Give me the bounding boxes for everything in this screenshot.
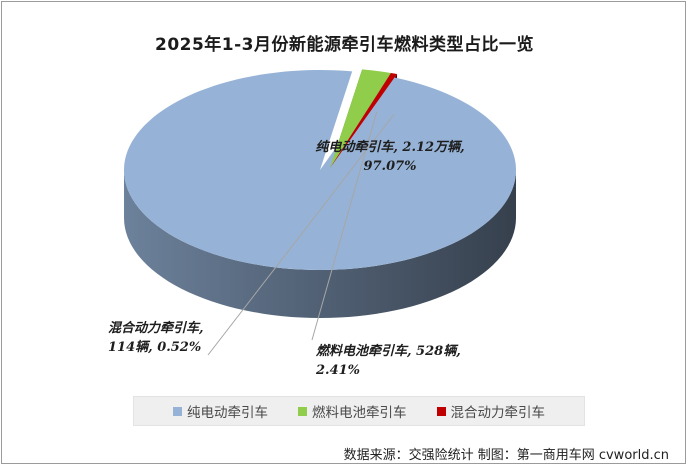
data-label-hybrid-line1: 混合动力牵引车, (108, 321, 204, 336)
leader-line-fuel-cell (311, 111, 378, 341)
legend-label-fuel-cell: 燃料电池牵引车 (312, 405, 407, 421)
pie-slice-electric (124, 70, 516, 270)
data-label-electric-line2: 97.07% (363, 159, 417, 174)
data-label-hybrid: 混合动力牵引车, 114辆, 0.52% (108, 319, 218, 357)
pie-side-electric (124, 170, 516, 318)
data-label-fuel-cell-line2: 2.41% (316, 363, 361, 378)
data-label-electric: 纯电动牵引车, 2.12万辆, 97.07% (300, 138, 480, 176)
data-label-fuel-cell: 燃料电池牵引车, 528辆, 2.41% (316, 342, 466, 380)
data-label-electric-line1: 纯电动牵引车, 2.12万辆, (315, 140, 465, 155)
pie-slice-fuel-cell (330, 69, 391, 168)
legend-item-electric: 纯电动牵引车 (173, 401, 268, 421)
pie-slice-hybrid (330, 72, 398, 168)
legend-item-hybrid: 混合动力牵引车 (436, 401, 546, 421)
legend-label-hybrid: 混合动力牵引车 (450, 405, 546, 421)
leader-line-hybrid (207, 113, 395, 356)
legend-label-electric: 纯电动牵引车 (187, 405, 268, 421)
legend-swatch-fuel-cell (298, 406, 307, 416)
chart-title: 2025年1-3月份新能源牵引车燃料类型占比一览 (154, 35, 535, 55)
data-label-hybrid-line2: 114辆, 0.52% (108, 340, 202, 355)
source-note: 数据来源：交强险统计 制图：第一商用车网 cvworld.cn (343, 448, 669, 463)
legend-swatch-hybrid (436, 406, 446, 416)
legend-item-fuel-cell: 燃料电池牵引车 (298, 401, 407, 421)
legend-swatch-electric (173, 406, 182, 416)
chart-legend: 纯电动牵引车 燃料电池牵引车 混合动力牵引车 (133, 396, 585, 426)
data-label-fuel-cell-line1: 燃料电池牵引车, 528辆, (316, 344, 461, 359)
